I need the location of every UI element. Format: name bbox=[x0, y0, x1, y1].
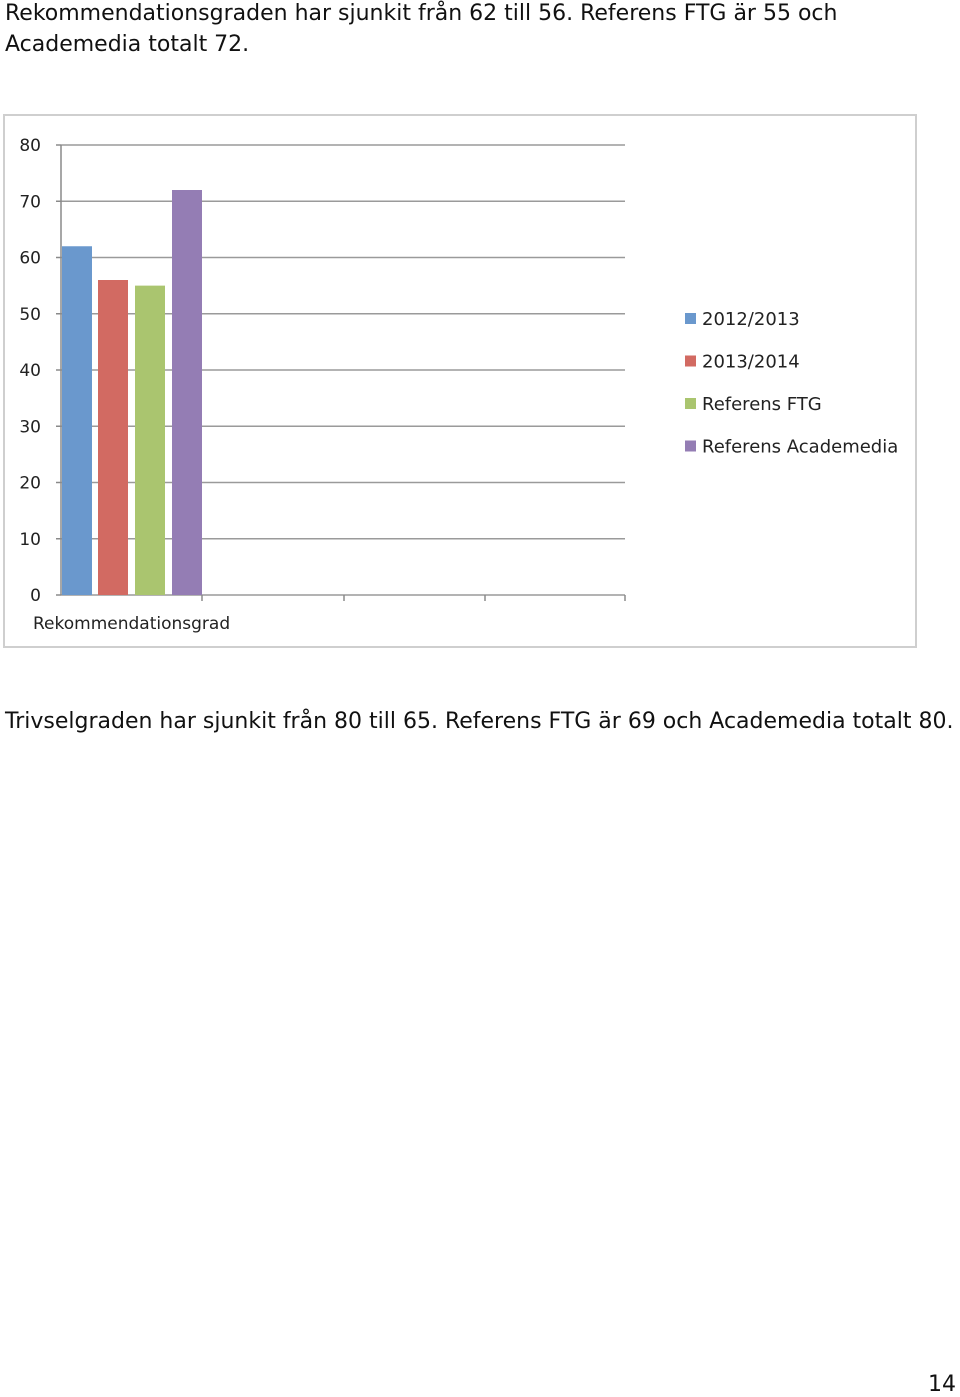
y-tick-label: 70 bbox=[19, 192, 41, 212]
legend-label: Referens Academedia bbox=[702, 437, 898, 458]
bar bbox=[62, 246, 92, 595]
y-tick-label: 10 bbox=[19, 530, 41, 550]
y-tick-label: 60 bbox=[19, 249, 41, 269]
y-tick-label: 0 bbox=[30, 586, 41, 606]
bar bbox=[98, 280, 128, 595]
legend-swatch bbox=[685, 440, 696, 452]
legend-label: 2012/2013 bbox=[702, 309, 800, 330]
chart-frame: 0 10 20 30 40 50 60 70 80 Rekommendationsgrad 2012… bbox=[3, 114, 917, 648]
page-number: 14 bbox=[928, 1372, 956, 1397]
legend-swatch bbox=[685, 355, 696, 367]
y-tick-label: 80 bbox=[19, 136, 41, 156]
x-tick-label: Rekommendationsgrad bbox=[33, 614, 230, 634]
y-tick-label: 50 bbox=[19, 305, 41, 325]
legend-label: 2013/2014 bbox=[702, 352, 800, 373]
bar bbox=[135, 285, 165, 595]
paragraph-bottom: Trivselgraden har sjunkit från 80 till 6… bbox=[5, 709, 954, 734]
legend-swatch bbox=[685, 398, 696, 409]
legend-label: Referens FTG bbox=[702, 394, 822, 415]
paragraph-top: Rekommendationsgraden har sjunkit från 6… bbox=[5, 1, 838, 57]
y-tick-label: 20 bbox=[19, 474, 41, 494]
bar bbox=[172, 190, 202, 595]
y-tick-label: 30 bbox=[19, 417, 41, 437]
legend-swatch bbox=[685, 313, 696, 324]
bar-chart: 0 10 20 30 40 50 60 70 80 Rekommendationsgrad 2012… bbox=[19, 136, 898, 634]
y-tick-label: 40 bbox=[19, 361, 41, 381]
